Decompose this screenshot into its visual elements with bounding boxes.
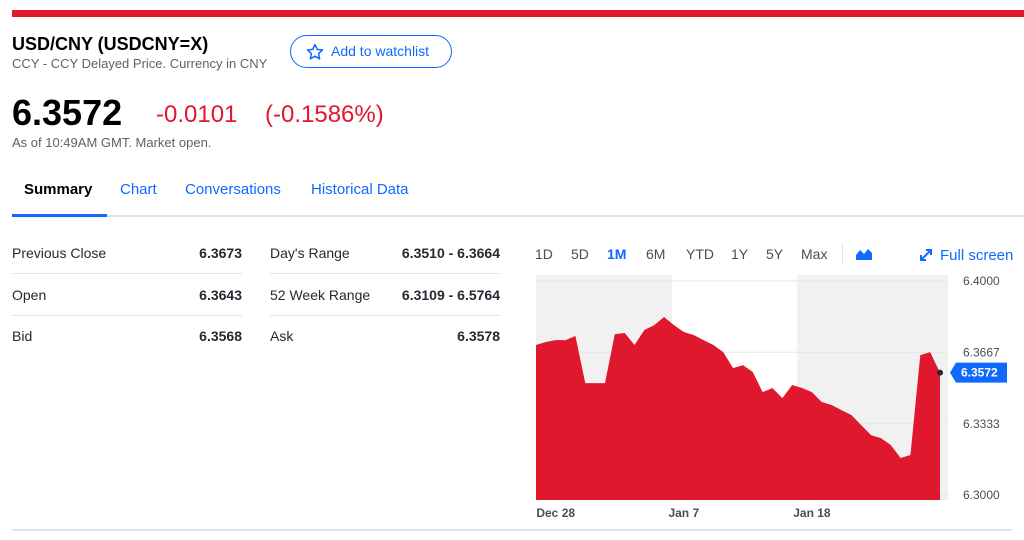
label: Day's Range [270,245,350,261]
label: 52 Week Range [270,286,371,303]
value: 6.3643 [199,286,242,303]
value: 6.3673 [199,245,242,261]
range-button[interactable]: 6M [646,246,666,262]
range-button[interactable]: 1D [535,246,553,262]
value: 6.3109 - 6.5764 [401,286,500,303]
subtitle: CCY - CCY Delayed Price. Currency in CNY [12,56,268,71]
last-point [937,369,943,376]
divider [842,243,843,265]
range-button[interactable]: 1Y [731,246,749,262]
label: Open [12,286,47,303]
range-button[interactable]: 1M [607,246,627,262]
y-tick-label: 6.3333 [963,417,1000,431]
range-button[interactable]: YTD [686,246,714,262]
x-tick-label: Dec 28 [536,506,575,520]
tab-underline [12,214,107,217]
tab[interactable]: Summary [24,181,93,198]
tab[interactable]: Conversations [185,181,281,198]
watchlist-label: Add to watchlist [331,43,430,59]
as-of: As of 10:49AM GMT. Market open. [12,135,212,150]
watchlist-button[interactable]: Add to watchlist [290,35,452,68]
change: -0.0101 [156,101,238,128]
tab[interactable]: Historical Data [311,181,409,198]
chart: 6.4000 6.3667 6.3333 6.3000 Dec 28 Jan 7 Jan 1… [536,274,1007,520]
row-divider [270,314,500,316]
top-bar [12,10,1024,17]
label: Previous Close [12,245,107,261]
star-icon [306,43,324,60]
row-divider [270,273,500,274]
value: 6.3568 [199,328,242,344]
price-tag-label: 6.3572 [961,366,998,380]
value: 6.3510 - 6.3664 [401,245,500,261]
row-divider [12,314,242,316]
range-button[interactable]: 5Y [766,246,784,262]
tab[interactable]: Chart [120,181,157,198]
y-tick-label: 6.3000 [963,488,1000,502]
x-tick-label: Jan 18 [793,506,831,520]
full-screen-icon [920,249,932,261]
chart-type-icon[interactable] [855,247,873,261]
range-button[interactable]: 5D [571,246,589,262]
range-button[interactable]: Max [801,246,828,262]
x-tick-label: Jan 7 [668,506,699,520]
title: USD/CNY (USDCNY=X) [12,34,209,54]
label: Bid [12,328,33,344]
change-percent: (-0.1586%) [265,101,384,128]
tab-rule [12,215,426,217]
rule [426,215,1024,217]
y-tick-label: 6.3667 [963,345,1000,359]
row-divider [12,273,242,274]
y-tick-label: 6.4000 [963,274,1000,288]
value: 6.3578 [457,328,500,344]
price: 6.3572 [12,92,123,133]
area [536,316,940,500]
label: Ask [270,328,294,344]
full-screen[interactable]: Full screen [940,247,1014,264]
bottom-rule [12,529,1012,531]
price-tag [950,362,1007,383]
